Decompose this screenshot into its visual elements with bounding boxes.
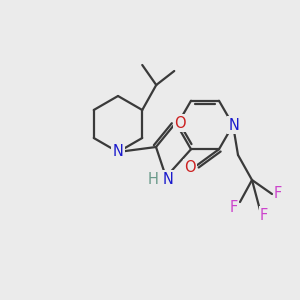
Text: H: H — [148, 172, 158, 187]
Text: F: F — [274, 187, 282, 202]
Text: F: F — [230, 200, 238, 214]
Text: N: N — [163, 172, 173, 187]
Text: O: O — [184, 160, 196, 175]
Text: N: N — [112, 145, 123, 160]
Text: O: O — [174, 116, 186, 130]
Text: F: F — [260, 208, 268, 223]
Text: N: N — [229, 118, 239, 133]
